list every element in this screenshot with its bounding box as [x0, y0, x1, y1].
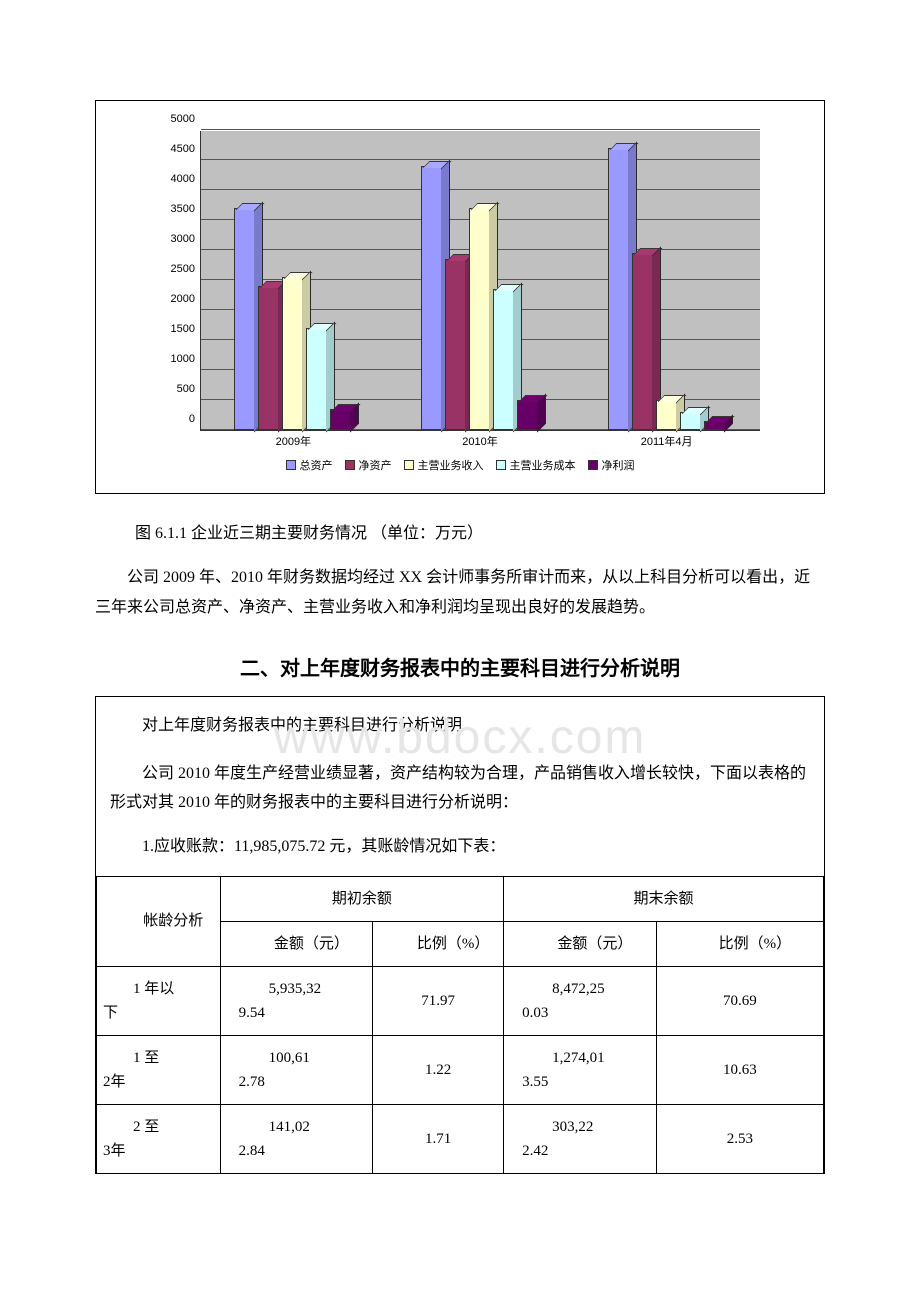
bar-group	[421, 166, 539, 430]
table-row: 1 年以下5,935,329.5471.978,472,250.0370.69	[97, 966, 824, 1035]
col-group-end: 期末余额	[504, 876, 824, 921]
y-tick-label: 5000	[150, 113, 195, 125]
table-body: 1 年以下5,935,329.5471.978,472,250.0370.691…	[97, 966, 824, 1173]
bar	[680, 412, 702, 430]
y-tick-label: 4000	[150, 173, 195, 185]
chart-caption: 图 6.1.1 企业近三期主要财务情况 （单位：万元）	[135, 519, 825, 543]
bar-group	[608, 148, 726, 430]
bar	[517, 400, 539, 430]
y-tick-label: 4500	[150, 143, 195, 155]
bar	[306, 328, 328, 430]
legend-swatch	[345, 460, 355, 470]
table-row: 1 至 2年100,612.781.221,274,013.5510.63	[97, 1035, 824, 1104]
legend-swatch	[404, 460, 414, 470]
legend-item: 主营业务成本	[496, 457, 576, 473]
legend-item: 净利润	[588, 457, 635, 473]
page: www.bdocx.com 05001000150020002500300035…	[0, 100, 920, 1174]
analysis-box: 对上年度财务报表中的主要科目进行分析说明 公司 2010 年度生产经营业绩显著，…	[95, 696, 825, 1173]
y-tick-label: 1000	[150, 353, 195, 365]
legend-item: 总资产	[286, 457, 333, 473]
bar	[258, 286, 280, 430]
box-paragraph: 公司 2010 年度生产经营业绩显著，资产结构较为合理，产品销售收入增长较快，下…	[110, 759, 810, 818]
bar	[656, 400, 678, 430]
section-heading: 二、对上年度财务报表中的主要科目进行分析说明	[95, 652, 825, 681]
y-tick-label: 500	[150, 383, 195, 395]
bar	[234, 208, 256, 430]
legend-swatch	[496, 460, 506, 470]
box-item-1: 1.应收账款：11,985,075.72 元，其账龄情况如下表：	[110, 832, 810, 862]
aging-table: 帐龄分析 期初余额 期末余额 金额（元） 比例（%） 金额（元） 比例（%） 1…	[96, 876, 824, 1174]
bar	[330, 409, 352, 430]
bar	[493, 289, 515, 430]
legend-label: 净资产	[359, 457, 392, 473]
paragraph-1: 公司 2009 年、2010 年财务数据均经过 XX 会计师事务所审计而来，从以…	[95, 563, 825, 622]
x-tick-label: 2010年	[462, 433, 497, 449]
col-ratio-2: 比例（%）	[663, 932, 817, 956]
bar	[608, 148, 630, 430]
bar	[632, 253, 654, 430]
bar	[421, 166, 443, 430]
table-header-row-1: 帐龄分析 期初余额 期末余额	[97, 876, 824, 921]
y-tick-label: 2000	[150, 293, 195, 305]
legend-label: 主营业务收入	[418, 457, 484, 473]
bar	[704, 421, 726, 430]
bar	[445, 259, 467, 430]
bar-group	[234, 208, 352, 430]
chart-plot	[200, 131, 760, 431]
legend-swatch	[286, 460, 296, 470]
col-aging: 帐龄分析	[103, 909, 214, 933]
x-tick-label: 2011年4月	[641, 433, 693, 449]
gridline	[201, 129, 760, 130]
legend-label: 净利润	[602, 457, 635, 473]
x-tick-label: 2009年	[276, 433, 311, 449]
legend-label: 总资产	[300, 457, 333, 473]
chart-container: 0 500 1000 1500 2000 2500 3000 3500 4000 4500 5000…	[95, 100, 825, 494]
bar	[469, 208, 491, 430]
legend-item: 净资产	[345, 457, 392, 473]
box-subheading: 对上年度财务报表中的主要科目进行分析说明	[110, 711, 810, 741]
table-row: 2 至 3年141,022.841.71303,222.422.53	[97, 1104, 824, 1173]
legend-item: 主营业务收入	[404, 457, 484, 473]
y-tick-label: 1500	[150, 323, 195, 335]
y-tick-label: 0	[150, 413, 195, 425]
col-ratio-1: 比例（%）	[379, 932, 497, 956]
col-amount-2: 金额（元）	[510, 932, 650, 956]
y-tick-label: 3000	[150, 233, 195, 245]
chart-legend: 总资产 净资产 主营业务收入 主营业务成本 净利润	[96, 457, 824, 473]
chart-plot-area: 0 500 1000 1500 2000 2500 3000 3500 4000 4500 5000…	[150, 111, 770, 451]
legend-label: 主营业务成本	[510, 457, 576, 473]
bar	[282, 277, 304, 430]
y-tick-label: 2500	[150, 263, 195, 275]
col-amount-1: 金额（元）	[227, 932, 367, 956]
y-tick-label: 3500	[150, 203, 195, 215]
col-group-begin: 期初余额	[220, 876, 504, 921]
legend-swatch	[588, 460, 598, 470]
